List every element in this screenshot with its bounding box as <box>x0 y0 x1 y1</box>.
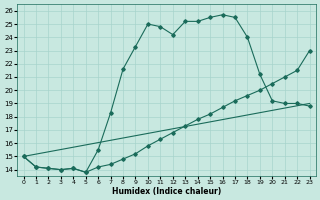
X-axis label: Humidex (Indice chaleur): Humidex (Indice chaleur) <box>112 187 221 196</box>
